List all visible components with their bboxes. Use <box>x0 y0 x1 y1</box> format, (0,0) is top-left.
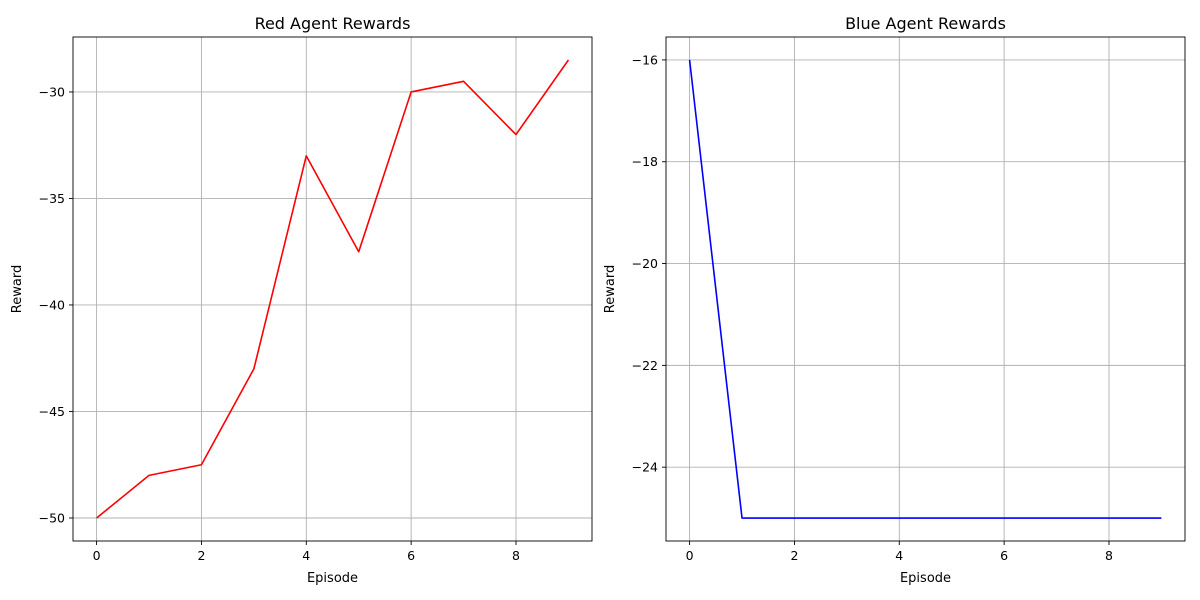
x-tick-label: 4 <box>302 548 310 563</box>
y-tick-label: −24 <box>632 460 658 475</box>
series-line-0 <box>96 59 570 519</box>
y-axis-label: Reward <box>603 265 618 313</box>
y-tick-label: −18 <box>632 154 658 169</box>
x-tick-label: 2 <box>197 548 205 563</box>
chart-panel-1: 0 2 4 6 8 −24 −22 −20 −18 −16 Blue Agent Rewards Ep… <box>603 14 1186 586</box>
x-tick-label: 0 <box>93 548 101 563</box>
x-tick-label: 4 <box>895 548 903 563</box>
y-tick-label: −40 <box>39 297 65 312</box>
series-line-0 <box>688 59 1162 519</box>
x-tick-label: 6 <box>1000 548 1008 563</box>
y-tick-label: −45 <box>39 404 65 419</box>
x-tick-label: 0 <box>686 548 694 563</box>
axes-frame <box>72 36 593 542</box>
x-axis-label: Episode <box>307 571 358 586</box>
chart-title: Red Agent Rewards <box>255 14 411 33</box>
x-axis-label: Episode <box>900 571 951 586</box>
y-tick-label: −22 <box>632 358 658 373</box>
y-tick-label: −30 <box>39 84 65 99</box>
axes-frame <box>665 36 1186 542</box>
chart-panel-0: 0 2 4 6 8 −50 −45 −40 −35 −30 Red Agent Rewards Epi… <box>10 14 593 586</box>
y-tick-label: −35 <box>39 191 65 206</box>
chart-title: Blue Agent Rewards <box>845 14 1006 33</box>
x-tick-label: 8 <box>1105 548 1113 563</box>
x-tick-label: 8 <box>512 548 520 563</box>
y-axis-label: Reward <box>10 265 25 313</box>
x-tick-label: 6 <box>407 548 415 563</box>
y-tick-label: −20 <box>632 256 658 271</box>
y-tick-label: −16 <box>632 52 658 67</box>
x-tick-label: 2 <box>790 548 798 563</box>
y-tick-label: −50 <box>39 510 65 525</box>
